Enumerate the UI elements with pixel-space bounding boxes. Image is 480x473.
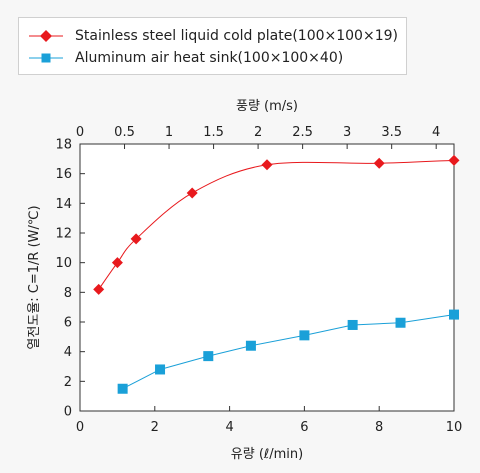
y-tick-label: 2 xyxy=(64,375,72,390)
plot-area xyxy=(79,143,455,412)
data-point-square xyxy=(395,317,406,328)
y-tick-label: 18 xyxy=(55,138,72,153)
x-tick-label: 0 xyxy=(76,420,84,435)
x-tick-label: 4 xyxy=(225,420,233,435)
x-tick-label: 6 xyxy=(300,420,308,435)
data-point-square xyxy=(449,309,459,320)
y-tick-label: 12 xyxy=(55,227,72,242)
x2-tick-label: 4 xyxy=(432,125,440,140)
legend: Stainless steel liquid cold plate(100×10… xyxy=(18,17,407,75)
x-tick-label: 8 xyxy=(375,420,383,435)
x2-tick-label: 3.5 xyxy=(381,125,402,140)
legend-swatch-aluminum xyxy=(29,53,63,63)
x2-tick-label: 1 xyxy=(165,125,173,140)
legend-label-stainless: Stainless steel liquid cold plate(100×10… xyxy=(75,28,398,44)
data-point-square xyxy=(245,340,256,351)
y-tick-label: 16 xyxy=(55,167,72,182)
x2-tick-label: 0.5 xyxy=(114,125,135,140)
data-point-square xyxy=(347,319,358,330)
y-tick-label: 14 xyxy=(55,197,72,212)
legend-item-aluminum: Aluminum air heat sink(100×100×40) xyxy=(29,48,343,68)
x2-tick-label: 2 xyxy=(254,125,262,140)
data-point-diamond xyxy=(111,257,123,269)
data-point-square xyxy=(117,383,128,394)
y-axis-title: 열전도율: C=1/R (W/℃) xyxy=(27,205,42,349)
y-tick-label: 10 xyxy=(55,256,72,271)
data-point-diamond xyxy=(130,233,142,245)
x-axis-title: 유량 (ℓ/min) xyxy=(231,447,303,462)
x2-tick-label: 3 xyxy=(343,125,351,140)
data-point-diamond xyxy=(373,157,385,169)
x2-tick-label: 0 xyxy=(76,125,84,140)
data-point-diamond xyxy=(93,283,105,295)
data-point-diamond xyxy=(261,159,273,171)
y-tick-label: 0 xyxy=(64,405,72,420)
y-tick-label: 4 xyxy=(64,345,72,360)
top-axis-title: 풍량 (m/s) xyxy=(236,99,298,114)
legend-item-stainless: Stainless steel liquid cold plate(100×10… xyxy=(29,26,398,46)
x-tick-label: 10 xyxy=(446,420,463,435)
data-point-square xyxy=(155,364,166,375)
data-point-square xyxy=(203,351,214,362)
legend-swatch-stainless xyxy=(29,30,63,42)
legend-label-aluminum: Aluminum air heat sink(100×100×40) xyxy=(75,50,344,66)
data-point-diamond xyxy=(448,154,460,166)
y-tick-label: 8 xyxy=(64,286,72,301)
x2-tick-label: 2.5 xyxy=(292,125,313,140)
y-tick-label: 6 xyxy=(64,316,72,331)
x2-tick-label: 1.5 xyxy=(203,125,224,140)
series-line-1 xyxy=(122,314,455,390)
data-point-square xyxy=(299,330,310,341)
x-tick-label: 2 xyxy=(151,420,159,435)
data-point-diamond xyxy=(186,187,198,199)
